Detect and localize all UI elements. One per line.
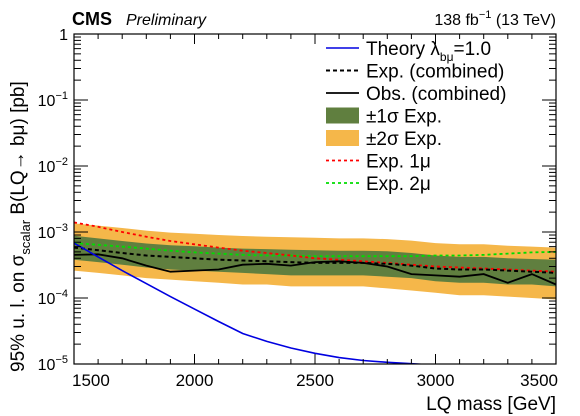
legend-item-theory: Theory λbμ=1.0 [326,39,491,64]
legend-swatch [326,107,359,124]
x-tick-label: 1500 [72,371,110,390]
legend-label: Exp. 2μ [366,174,431,195]
series-exp1mu [74,221,556,273]
legend-label: ±1σ Exp. [366,107,442,128]
legend-label: Exp. 1μ [366,152,431,173]
series-exp2mu [74,242,556,258]
legend-item-obs: Obs. (combined) [326,84,506,105]
x-axis-title: LQ mass [GeV] [426,394,556,415]
x-tick-label: 2500 [296,371,334,390]
x-tick-label: 3000 [417,371,455,390]
y-tick-label: 10−1 [38,90,68,110]
series-theory [74,242,422,364]
legend-label: Exp. (combined) [366,62,504,83]
legend-label: Theory λbμ=1.0 [366,39,491,64]
lumi-label: 138 fb−1 (13 TeV) [434,9,556,29]
legend-label: ±2σ Exp. [366,129,442,150]
y-tick-label: 10−5 [38,354,68,374]
series-obs [74,253,556,286]
legend-swatch [326,130,359,146]
legend-item-exp2mu: Exp. 2μ [326,174,431,195]
y-tick-label: 1 [59,27,68,44]
x-tick-label: 3500 [520,371,558,390]
axes: 1500 2000 2500 3000 3500 1 10−1 10−2 10−3 10−4 10−… [38,27,558,390]
legend-item-exp: Exp. (combined) [326,62,504,83]
status-label: Preliminary [126,12,207,29]
limit-lines [74,221,556,364]
y-tick-label: 10−3 [38,222,68,242]
legend-item-band1: ±1σ Exp. [326,107,442,128]
band-1sigma [74,235,556,287]
legend-item-band2: ±2σ Exp. [326,129,442,150]
experiment-label: CMS [72,9,112,29]
legend-label: Obs. (combined) [366,84,506,105]
y-tick-label: 10−4 [38,288,68,308]
y-tick-label: 10−2 [38,156,68,176]
legend-item-exp1mu: Exp. 1μ [326,152,431,173]
y-axis-title: 95% u. l. on σscalar B(LQ→ bμ) [pb] [8,81,33,372]
x-tick-label: 2000 [176,371,214,390]
